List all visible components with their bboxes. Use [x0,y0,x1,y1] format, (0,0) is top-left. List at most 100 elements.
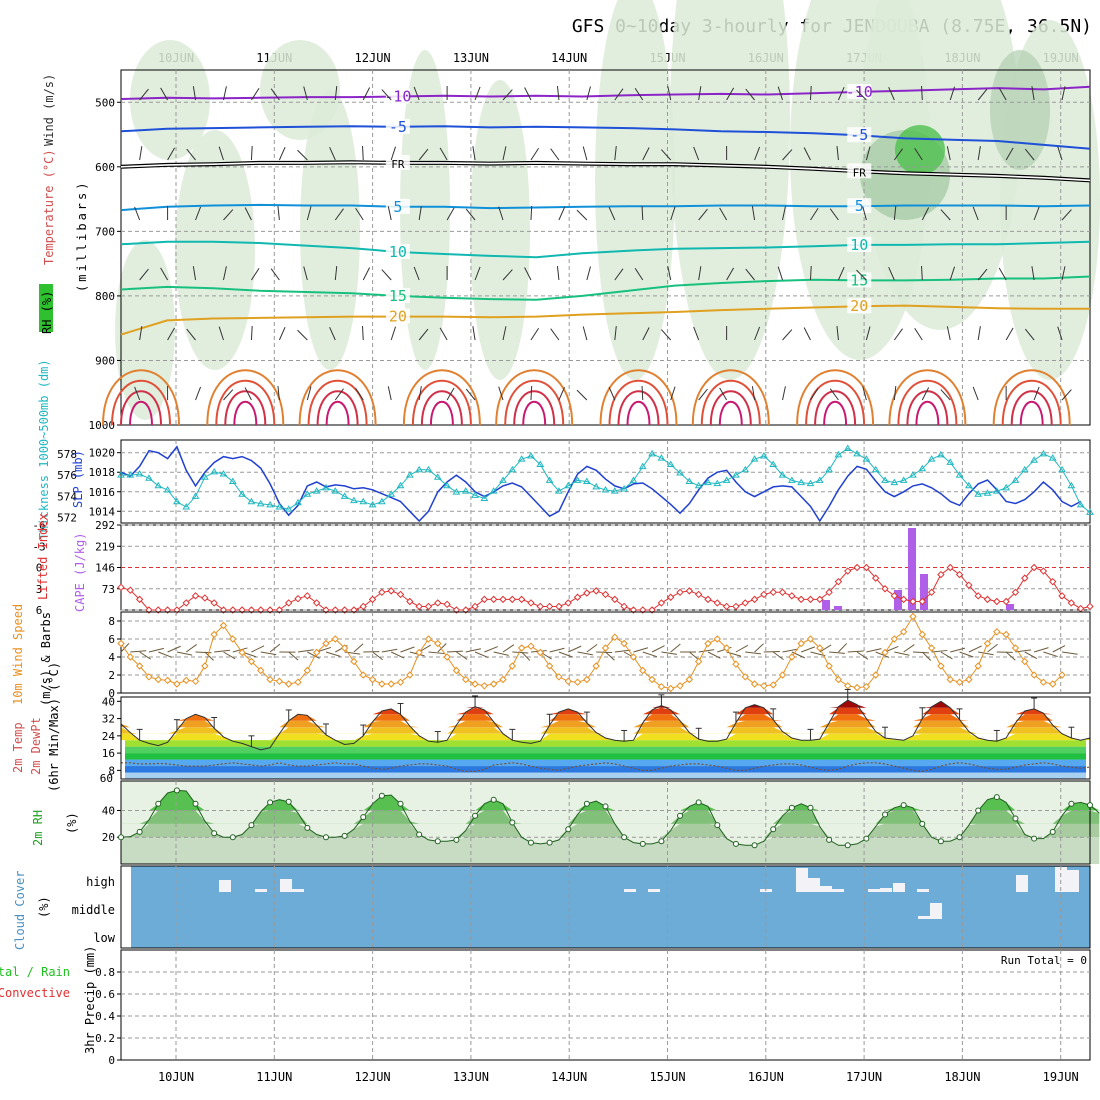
wind-barb-icon [530,147,540,161]
rh-shading-area [670,0,790,380]
wind-barb-icon [530,205,533,221]
surface-temperature-contour [1001,379,1062,426]
precip-total-label: Total / Rain [0,965,70,979]
wind-barb-icon [670,386,676,401]
surface-temperature-contour [805,379,866,426]
wind-barb-icon [303,86,308,101]
wind-barb-icon [484,646,498,653]
lifted-index-point [722,602,731,611]
wind-barb-icon [586,643,598,653]
wind-barb-icon [550,148,560,161]
wind-barb-icon [521,651,531,661]
wind-barb-icon [800,646,816,653]
precip-convective-label: Convective [0,986,70,1000]
thickness-point [284,505,293,512]
wind-barb-icon [139,146,143,161]
wind10-point [219,621,228,630]
wind-barb-icon [1052,645,1066,653]
cloud-patch [868,889,880,892]
wind10-point [499,675,507,684]
bottom-date-label: 19JUN [1043,1070,1079,1084]
thickness-point [154,481,163,489]
temperature-band [125,753,1086,760]
rh2m-side-labels: 2m RH (%) [31,810,79,846]
cloud-patch [880,888,892,892]
thickness-point [545,476,554,483]
temp2m-tick-label: 16 [102,747,115,760]
cape-bar [920,574,928,610]
bottom-date-label: 11JUN [256,1070,292,1084]
lifted-index-point [1058,592,1066,600]
surface-temperature-contour [504,379,565,426]
temp2m-label: 2m Temp [11,722,25,773]
wind10-point [210,630,218,639]
precip-frame [120,949,1091,1061]
wind-barb-icon [660,329,672,341]
wind-barb-icon [251,87,260,101]
temperature-contour [120,125,1091,150]
wind-barb-icon [355,387,364,401]
rh2m-point [882,811,889,818]
wind-barb-icon [689,651,700,661]
thickness-tick-label: 574 [57,490,77,503]
wind-barb-icon [972,206,979,221]
wind-barb-icon [614,268,624,281]
thickness-point [937,450,945,458]
contour-label: 10 [850,236,868,254]
wind10-point [434,639,442,648]
wind-barb-icon [1033,386,1040,401]
surface-temperature-contour [626,400,651,426]
temp2m-tick-label: 40 [102,695,115,708]
rh2m-point [993,794,1000,801]
lifted-index-point [788,592,796,600]
pressure-tick-label: 900 [95,354,115,367]
wind-barb-icon [223,389,234,401]
thickness-point [173,497,181,505]
wind-barb-icon [745,268,755,281]
thickness-label: Thickness 1000~500mb (dm) [37,359,51,540]
wind-barb-icon [381,89,392,101]
wind-barb-icon [465,208,476,221]
surface-temperature-contour [915,400,940,426]
rh2m-point [341,832,348,839]
contour-label: 20 [850,297,868,315]
thickness-point [396,481,405,489]
wind-barb-icon [277,386,280,401]
wind-barb-icon [446,387,455,401]
lifted-index-point [694,590,703,599]
rh2m-point [546,839,553,846]
contour-label: 15 [389,287,407,305]
lifted-index-point [750,595,759,604]
thickness-point [238,490,247,497]
wind10-point [564,677,572,686]
rh2m-fill [121,823,1100,838]
thickness-point [815,476,824,483]
rh2m-point [770,826,777,833]
wind-barb-icon [633,647,649,653]
lifted-index-point [396,590,405,599]
lifted-index-point [611,595,619,604]
wind-barb-icon [355,207,364,221]
wind10-point [340,644,349,652]
thickness-point [676,469,684,476]
rh2m-point [1012,815,1019,822]
wind10-point [955,678,964,686]
cape-label: CAPE (J/kg) [73,533,87,612]
contour-label-bg [385,118,410,134]
wind-barb-icon [940,209,951,221]
pressure-tick-label: 500 [95,96,115,109]
wind-barb-icon [1031,266,1035,281]
lifted-index-point [1030,563,1038,572]
lifted-index-point [899,595,908,604]
wind10-point [247,657,256,666]
rh2m-point [136,828,143,835]
wind-barb-icon [250,145,253,161]
wind-barb-icon [344,651,361,655]
thickness-point [592,482,601,490]
rh2m-label: 2m RH [31,810,45,846]
thickness-point [312,487,321,494]
thickness-point [1058,465,1066,473]
wind-barb-icon [577,651,593,656]
rh2m-point [211,830,218,837]
cloud-patch [1067,870,1079,892]
